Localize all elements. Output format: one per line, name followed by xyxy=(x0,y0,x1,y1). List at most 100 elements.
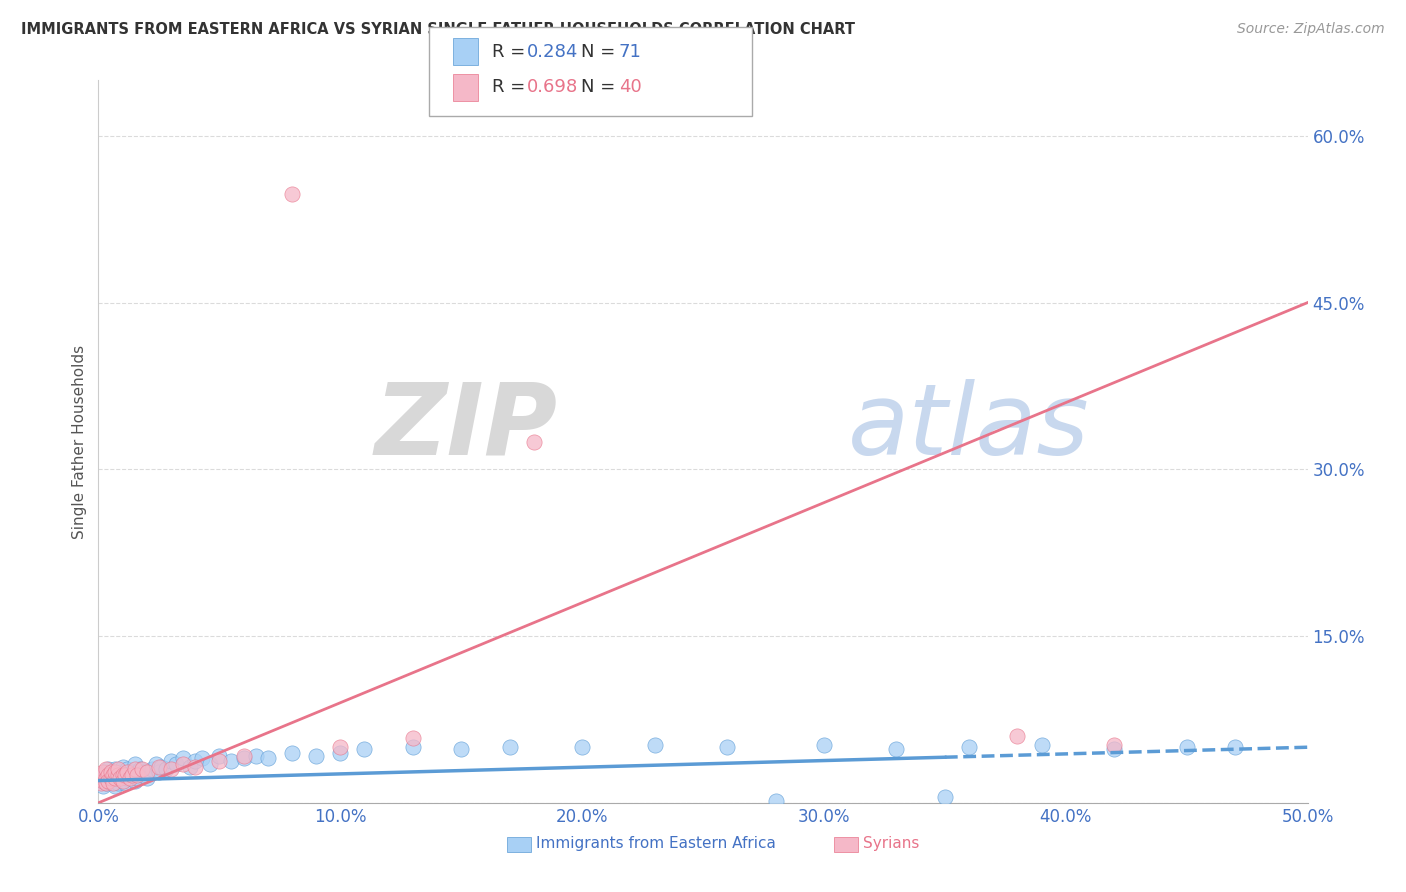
Point xyxy=(118,768,141,782)
Text: R =: R = xyxy=(492,78,531,96)
Point xyxy=(94,772,117,786)
Text: R =: R = xyxy=(492,43,531,61)
Point xyxy=(1102,742,1125,756)
Text: 40: 40 xyxy=(619,78,641,96)
Point xyxy=(141,763,163,777)
Point xyxy=(305,749,328,764)
Point xyxy=(117,772,139,786)
Point xyxy=(131,768,153,782)
Point xyxy=(90,768,112,782)
Point xyxy=(131,763,153,777)
Point xyxy=(97,773,120,788)
Point xyxy=(124,773,146,788)
Text: ZIP: ZIP xyxy=(375,378,558,475)
Point xyxy=(101,773,124,788)
Point xyxy=(135,764,157,779)
Text: Source: ZipAtlas.com: Source: ZipAtlas.com xyxy=(1237,22,1385,37)
Point xyxy=(100,772,122,786)
Point xyxy=(184,760,207,774)
Point xyxy=(91,779,114,793)
Point xyxy=(97,773,120,788)
Bar xyxy=(508,838,531,852)
Point xyxy=(111,773,134,788)
Point xyxy=(402,740,425,755)
Point xyxy=(104,779,127,793)
Point xyxy=(100,772,122,786)
Point xyxy=(111,768,134,782)
Point xyxy=(114,768,136,782)
Point xyxy=(1007,729,1029,743)
Point xyxy=(101,768,124,782)
Point xyxy=(124,763,146,777)
Text: N =: N = xyxy=(581,43,620,61)
Text: atlas: atlas xyxy=(848,378,1090,475)
Point xyxy=(644,738,666,752)
Point xyxy=(934,790,956,805)
Point xyxy=(232,749,254,764)
Point xyxy=(104,772,127,786)
Point xyxy=(155,763,177,777)
Point xyxy=(353,742,375,756)
Point xyxy=(108,772,131,786)
Point xyxy=(104,772,127,786)
Point xyxy=(121,768,143,782)
Point xyxy=(117,763,139,777)
Point xyxy=(191,751,214,765)
Point xyxy=(111,773,134,788)
Point xyxy=(107,768,129,782)
Point xyxy=(329,746,352,760)
Point xyxy=(172,756,194,771)
Point xyxy=(127,772,149,786)
Point xyxy=(198,756,221,771)
Point xyxy=(150,760,173,774)
Point xyxy=(256,751,278,765)
Point xyxy=(94,776,117,790)
Point xyxy=(765,794,787,808)
Text: IMMIGRANTS FROM EASTERN AFRICA VS SYRIAN SINGLE FATHER HOUSEHOLDS CORRELATION CH: IMMIGRANTS FROM EASTERN AFRICA VS SYRIAN… xyxy=(21,22,855,37)
Point xyxy=(100,768,122,782)
Point xyxy=(160,754,183,768)
Point xyxy=(124,756,146,771)
Point xyxy=(523,434,546,449)
Point xyxy=(179,760,201,774)
Y-axis label: Single Father Households: Single Father Households xyxy=(72,344,87,539)
Point xyxy=(107,776,129,790)
Point xyxy=(1102,738,1125,752)
Point xyxy=(498,740,520,755)
Point xyxy=(108,772,131,786)
Point xyxy=(172,751,194,765)
Point xyxy=(208,749,231,764)
Point xyxy=(104,763,127,777)
Point xyxy=(91,768,114,782)
Point xyxy=(114,776,136,790)
Point xyxy=(107,763,129,777)
Point xyxy=(148,760,170,774)
Point xyxy=(97,768,120,782)
Point xyxy=(94,776,117,790)
Point xyxy=(94,763,117,777)
Text: N =: N = xyxy=(581,78,620,96)
Point xyxy=(121,764,143,779)
Point xyxy=(91,773,114,788)
Point xyxy=(245,749,267,764)
Point xyxy=(232,751,254,765)
Point xyxy=(716,740,738,755)
Point xyxy=(100,764,122,779)
Point xyxy=(134,764,156,779)
Point xyxy=(145,756,167,771)
Point xyxy=(160,763,183,777)
Point xyxy=(94,772,117,786)
Point xyxy=(184,754,207,768)
Point xyxy=(90,776,112,790)
Point xyxy=(135,772,157,786)
Point xyxy=(402,731,425,746)
Point xyxy=(117,764,139,779)
Point xyxy=(91,764,114,779)
Point xyxy=(101,764,124,779)
Point xyxy=(128,763,150,777)
Point xyxy=(104,764,127,779)
Text: Syrians: Syrians xyxy=(863,836,920,851)
Point xyxy=(94,764,117,779)
Text: Immigrants from Eastern Africa: Immigrants from Eastern Africa xyxy=(536,836,776,851)
Point xyxy=(100,776,122,790)
